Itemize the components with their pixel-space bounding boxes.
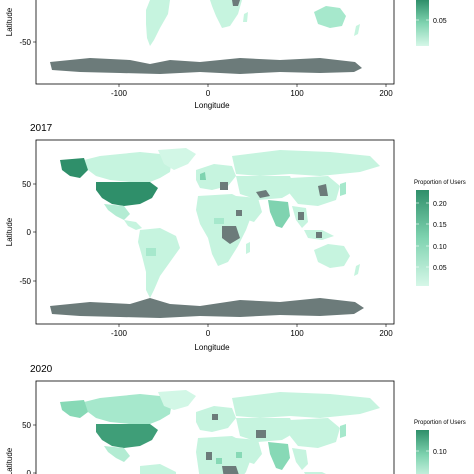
panel-1-x-tick-label: 200: [379, 89, 393, 98]
panel-2017-y-ticks: [33, 183, 36, 282]
africa-mid: [216, 458, 222, 464]
panel-2017-y-tick-label: -50: [19, 277, 31, 286]
canada-shape: [84, 394, 172, 424]
panel-2020-frame: [35, 380, 395, 474]
alaska-shape: [60, 158, 88, 178]
panel-2017-legend-tick: 0.05: [433, 265, 447, 272]
panel-1-frame: [35, 0, 395, 85]
africa-dark-1: [222, 226, 240, 244]
mexico-shape: [104, 446, 130, 462]
south-america-shape: [146, 0, 170, 46]
panel-2017-x-tick-label: -100: [111, 329, 128, 338]
panel-2020-y-ticks: [33, 424, 36, 474]
panel-2020: 2020 Latitude: [5, 364, 466, 474]
australia-shape: [314, 6, 346, 28]
indonesia-dark: [316, 232, 322, 238]
central-asia-shape: [236, 176, 296, 200]
panel-1-x-tick-label: 0: [206, 89, 211, 98]
africa-dark-1: [206, 452, 212, 460]
africa-shape: [196, 436, 252, 474]
south-america-shape: [138, 228, 180, 298]
panel-2020-y-tick-label: 0: [27, 469, 32, 474]
panel-2017-x-tick-label: 200: [379, 329, 393, 338]
new-zealand-shape: [354, 24, 360, 36]
antarctica-shape: [50, 298, 364, 318]
russia-shape: [232, 150, 380, 176]
china-dark: [318, 184, 328, 196]
panel-1-legend-tick: 0.05: [433, 18, 447, 25]
panel-2020-legend-colorbar: [416, 430, 429, 474]
panel-2017-y-tick-label: 50: [22, 180, 31, 189]
panel-2020-legend-title: Proportion of Users: [414, 420, 466, 426]
central-asia-dark: [256, 430, 266, 438]
central-asia-dark: [256, 190, 270, 198]
africa-mid-2: [236, 452, 242, 458]
africa-mid-1: [214, 218, 224, 224]
europe-dark: [212, 414, 218, 420]
panel-2020-legend-tick: 0.10: [433, 449, 447, 456]
panel-1: Latitude -50 -100 0 100 200 Longitude 0.…: [5, 0, 447, 110]
panel-1-y-axis-label: Latitude: [5, 7, 14, 36]
se-asia-dark: [298, 212, 304, 220]
russia-shape: [232, 392, 380, 418]
canada-shape: [84, 152, 172, 182]
africa-shape: [210, 0, 242, 28]
panel-2017-legend-tick: 0.20: [433, 201, 447, 208]
panel-1-x-tick-label: 100: [290, 89, 304, 98]
panel-2017-x-axis-label: Longitude: [194, 343, 230, 352]
panel-2020-y-tick-label: 50: [22, 421, 31, 430]
panel-2017-legend-ticks: [416, 202, 429, 268]
panel-1-x-ticks: [118, 84, 387, 87]
india-shape: [268, 200, 290, 228]
central-america-shape: [124, 220, 142, 230]
panel-2017-land: [50, 148, 380, 318]
usa-shape: [96, 424, 158, 448]
alaska-shape: [60, 400, 88, 418]
europe-dark-country: [220, 182, 228, 190]
panel-2020-y-axis-label: Latitude: [5, 447, 14, 474]
panel-2017-legend-colorbar: [416, 190, 429, 286]
panel-1-x-axis-label: Longitude: [194, 101, 230, 110]
panel-2017-legend-tick: 0.10: [433, 244, 447, 251]
south-america-top: [140, 464, 176, 474]
madagascar-shape: [246, 242, 250, 254]
panel-1-y-tick-label: -50: [19, 38, 31, 47]
japan-shape: [340, 424, 346, 438]
japan-shape: [340, 182, 346, 196]
panel-2017-y-axis-label: Latitude: [5, 217, 14, 246]
panel-2017-x-tick-label: 100: [290, 329, 304, 338]
africa-dark-2: [236, 210, 242, 216]
panel-2017-y-tick-label: 0: [27, 228, 32, 237]
panel-2017: 2017: [5, 123, 466, 352]
panel-1-land: [50, 0, 362, 74]
panel-2017-x-tick-label: 0: [206, 329, 211, 338]
greenland-shape: [158, 390, 196, 410]
panel-2017-title: 2017: [30, 123, 53, 134]
usa-shape: [96, 182, 158, 206]
madagascar-shape: [243, 12, 248, 22]
panel-2020-land: [60, 390, 380, 474]
china-shape: [290, 176, 340, 206]
panel-2020-title: 2020: [30, 364, 53, 375]
australia-shape: [314, 244, 350, 268]
uk-shape: [200, 172, 206, 180]
panel-1-x-tick-label: -100: [111, 89, 128, 98]
africa-dark-country: [232, 0, 240, 6]
antarctica-shape: [50, 58, 362, 74]
sa-darker-country: [146, 248, 156, 256]
panel-2017-legend-title: Proportion of Users: [414, 180, 466, 186]
africa-dark-2: [222, 466, 239, 474]
china-shape: [290, 418, 340, 448]
se-asia-shape: [292, 448, 308, 470]
greenland-shape: [158, 148, 196, 170]
mexico-shape: [104, 204, 130, 220]
panel-1-legend-colorbar: [416, 0, 429, 46]
panel-2017-legend-tick: 0.15: [433, 222, 447, 229]
new-zealand-shape: [354, 264, 360, 276]
india-shape: [268, 442, 290, 470]
panel-2017-x-ticks: [118, 324, 387, 327]
